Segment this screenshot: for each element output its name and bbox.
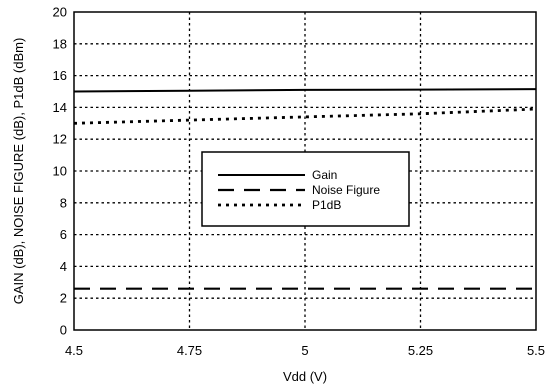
legend-label: P1dB <box>312 198 341 212</box>
y-tick-label: 8 <box>60 195 67 210</box>
x-tick-label: 4.75 <box>177 343 202 358</box>
x-tick-labels: 4.5 4.75 5 5.25 5.5 <box>65 343 545 358</box>
y-tick-label: 6 <box>60 227 67 242</box>
y-tick-label: 12 <box>53 132 67 147</box>
y-tick-label: 18 <box>53 36 67 51</box>
legend-label: Gain <box>312 168 337 182</box>
legend-label: Noise Figure <box>312 183 380 197</box>
y-tick-label: 14 <box>53 100 67 115</box>
x-tick-label: 5.5 <box>527 343 545 358</box>
y-tick-label: 2 <box>60 291 67 306</box>
series-layer <box>73 88 537 290</box>
y-tick-label: 0 <box>60 323 67 338</box>
series-line-gain <box>73 88 537 93</box>
x-tick-label: 5.25 <box>408 343 433 358</box>
y-tick-label: 4 <box>60 259 67 274</box>
legend-box <box>201 151 410 227</box>
y-tick-labels: 0 2 4 6 8 10 12 14 16 18 20 <box>53 5 67 338</box>
y-tick-label: 16 <box>53 68 67 83</box>
y-tick-label: 10 <box>53 164 67 179</box>
series-line-p1db <box>73 107 537 125</box>
x-tick-label: 5 <box>301 343 308 358</box>
x-axis-label: Vdd (V) <box>283 369 327 384</box>
plot-frame <box>73 11 537 331</box>
x-tick-label: 4.5 <box>65 343 83 358</box>
y-tick-label: 20 <box>53 5 67 20</box>
y-axis-label: GAIN (dB), NOISE FIGURE (dB), P1dB (dBm) <box>11 38 26 305</box>
